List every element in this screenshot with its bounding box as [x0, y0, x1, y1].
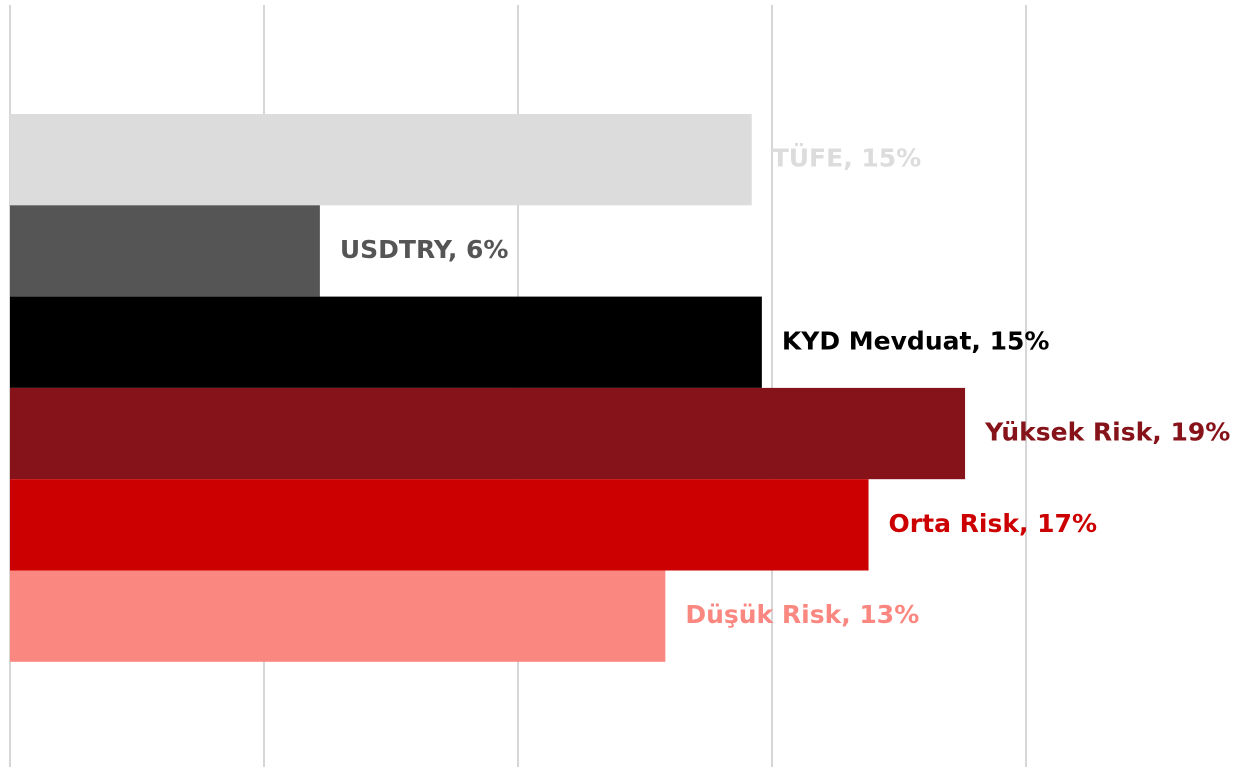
bar [10, 296, 762, 388]
bar [10, 387, 966, 480]
bar [10, 570, 666, 662]
data-label: KYD Mevduat, 15% [782, 326, 1050, 355]
data-label: TÜFE, 15% [772, 143, 922, 173]
data-label: USDTRY, 6% [340, 235, 509, 264]
bar [10, 205, 320, 297]
data-label: Orta Risk, 17% [889, 509, 1097, 538]
data-label: Düşük Risk, 13% [685, 600, 919, 629]
data-label: Yüksek Risk, 19% [984, 418, 1230, 447]
bar [10, 479, 869, 571]
bar [10, 114, 752, 206]
